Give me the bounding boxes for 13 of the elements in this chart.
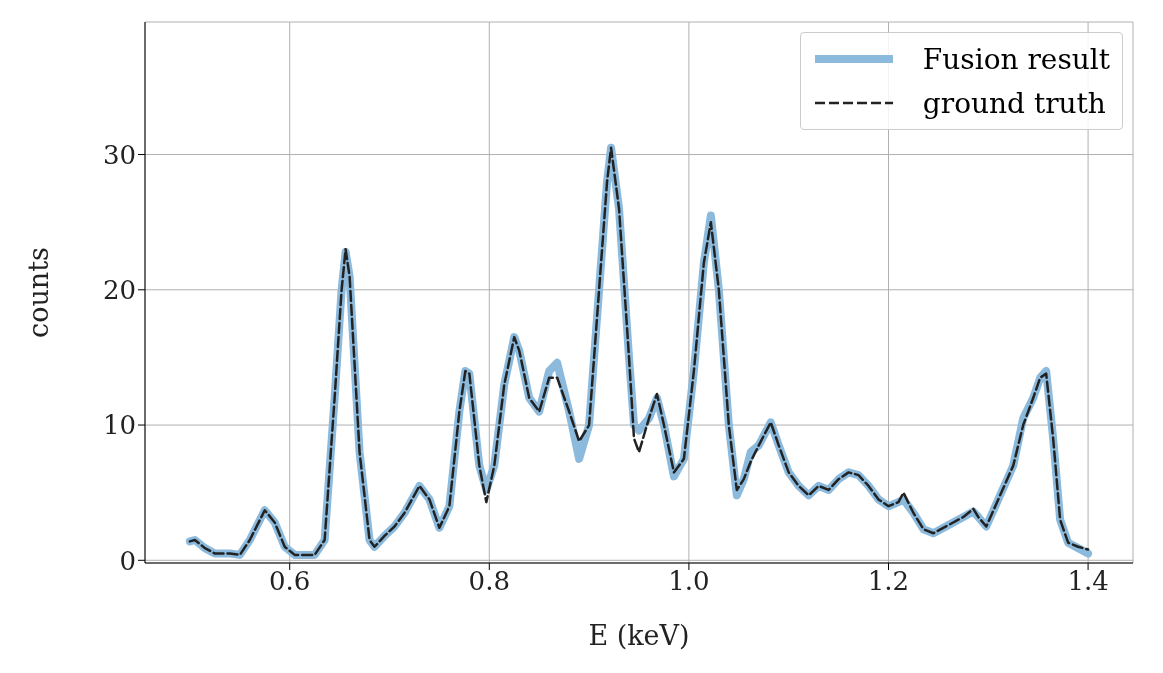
y-tick-label: 30 bbox=[102, 139, 136, 170]
x-tick-label: 1.2 bbox=[867, 566, 910, 597]
y-tick-label: 10 bbox=[102, 410, 136, 441]
x-tick-label: 1.4 bbox=[1067, 566, 1109, 597]
y-axis-title: counts bbox=[22, 247, 54, 338]
x-tick-label: 0.8 bbox=[468, 566, 510, 597]
x-tick-label: 1.0 bbox=[668, 566, 710, 597]
y-tick-label: 0 bbox=[119, 545, 136, 576]
legend-label: Fusion result bbox=[922, 42, 1110, 76]
x-tick-label: 0.6 bbox=[269, 566, 311, 597]
x-axis-title: E (keV) bbox=[588, 620, 690, 651]
y-tick-label: 20 bbox=[102, 275, 136, 306]
legend-label: ground truth bbox=[922, 86, 1106, 120]
